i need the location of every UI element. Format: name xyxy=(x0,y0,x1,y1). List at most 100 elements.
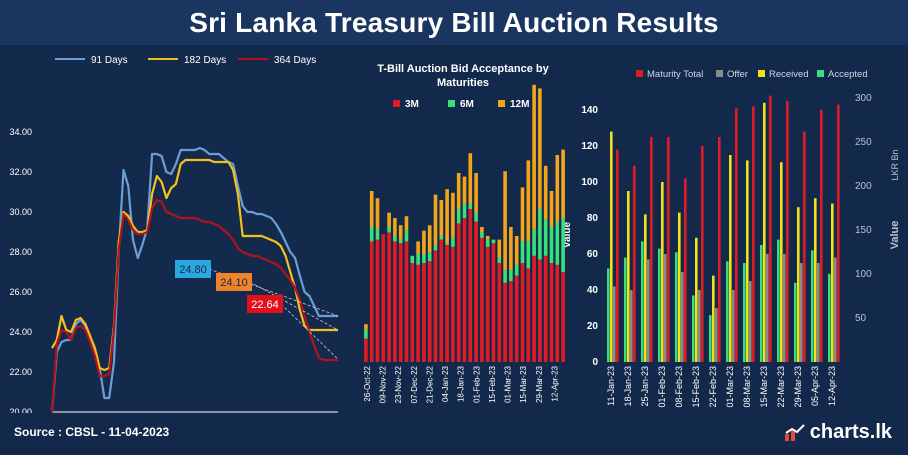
bar-12m xyxy=(422,230,426,254)
x-tick-label: 15-Feb-23 xyxy=(691,366,701,408)
bar-12m xyxy=(549,191,554,227)
bar-6m xyxy=(538,209,542,260)
bar-6m xyxy=(433,245,438,251)
bar-6m xyxy=(422,254,426,263)
y-tick-label: 40 xyxy=(587,285,599,296)
x-tick-label: 08-Mar-23 xyxy=(742,366,752,408)
bar-6m xyxy=(532,228,536,256)
bar-12m xyxy=(439,200,444,236)
bar-offer xyxy=(732,290,735,362)
bar-6m xyxy=(456,209,461,224)
bar-12m xyxy=(497,239,502,258)
annotation-label: 22.64 xyxy=(251,299,279,311)
bar-6m xyxy=(555,221,560,265)
bar-received xyxy=(712,275,715,362)
bar-received xyxy=(746,160,749,362)
bar-6m xyxy=(468,203,473,209)
bar-6m xyxy=(561,218,565,272)
y2-tick-label: 50 xyxy=(855,313,867,324)
bar-maturity-total xyxy=(786,101,789,362)
bar-6m xyxy=(520,241,525,263)
title-bar: Sri Lanka Treasury Bill Auction Results xyxy=(0,0,908,45)
bar-12m xyxy=(480,227,484,233)
bar-accepted xyxy=(794,282,797,362)
bar-6m xyxy=(497,257,502,263)
bar-accepted xyxy=(641,241,644,362)
x-tick-label: 01-Mar-23 xyxy=(725,366,735,408)
bar-6m xyxy=(398,239,403,244)
bar-6m xyxy=(462,203,467,218)
maturity-received-chart: Maturity Total Offer Received Accepted 0 20 40… xyxy=(576,45,908,413)
bar-received xyxy=(831,203,834,362)
bar-6m xyxy=(480,232,484,238)
legend-label: 12M xyxy=(510,99,529,110)
bar-12m xyxy=(474,173,478,213)
legend-swatch xyxy=(636,70,643,77)
bar-offer xyxy=(783,254,786,362)
bar-3m xyxy=(538,259,542,362)
y-tick-label: 0 xyxy=(592,357,598,368)
page-title: Sri Lanka Treasury Bill Auction Results xyxy=(189,6,719,38)
bar-12m xyxy=(369,191,374,227)
bar-3m xyxy=(555,264,560,362)
bar-received xyxy=(644,214,647,362)
bar-offer xyxy=(681,272,684,362)
y2-tick-label: 200 xyxy=(855,181,872,192)
y-tick-label: 80 xyxy=(587,213,599,224)
legend-label: 182 Days xyxy=(184,55,226,66)
bar-12m xyxy=(532,84,536,229)
brand-name: charts.lk xyxy=(809,421,892,443)
bar-12m xyxy=(555,155,560,222)
x-tick-label: 01-Mar-23 xyxy=(504,365,513,402)
annotation-leader xyxy=(280,303,339,360)
bar-accepted xyxy=(692,295,695,362)
bar-maturity-total xyxy=(667,137,670,362)
legend-swatch xyxy=(716,70,723,77)
bar-offer xyxy=(698,290,701,362)
bar-6m xyxy=(485,239,490,247)
y-tick-label: 60 xyxy=(587,249,599,260)
x-tick-label: 08-Feb-23 xyxy=(674,366,684,408)
line-chart-background xyxy=(0,45,350,413)
bar-3m xyxy=(526,268,531,362)
bar-12m xyxy=(561,149,565,218)
bar-accepted xyxy=(624,257,627,362)
bar-offer xyxy=(630,290,633,362)
bar-accepted xyxy=(777,239,780,362)
bar-received xyxy=(661,182,664,362)
source-note: Source : CBSL - 11-04-2023 xyxy=(14,425,170,439)
chart-logo-icon xyxy=(784,423,805,441)
bar-12m xyxy=(543,165,548,220)
bar-6m xyxy=(549,227,554,263)
bar-3m xyxy=(468,209,473,362)
bar-accepted xyxy=(607,268,610,362)
x-tick-label: 05-Apr-23 xyxy=(810,366,820,406)
x-tick-label: 29-Mar-23 xyxy=(535,365,544,402)
bar-accepted xyxy=(760,245,763,362)
x-tick-label: 09-Nov-22 xyxy=(379,365,388,403)
bar-received xyxy=(729,155,732,362)
bar-3m xyxy=(485,246,490,362)
bar-6m xyxy=(509,270,513,281)
bar-12m xyxy=(398,225,403,240)
annotation-box xyxy=(216,273,252,291)
bar-12m xyxy=(433,194,438,245)
bar-3m xyxy=(509,281,513,362)
yield-line-chart: 20.00 22.00 24.00 26.00 28.00 30.00 32.00 34.00… xyxy=(0,45,350,446)
bar-received xyxy=(814,198,817,362)
bar-6m xyxy=(491,239,496,244)
bar-accepted xyxy=(709,315,712,362)
bar-maturity-total xyxy=(837,104,840,362)
legend-label: Maturity Total xyxy=(647,69,703,80)
y-tick-label: 34.00 xyxy=(9,127,32,137)
x-tick-label: 22-Feb-23 xyxy=(708,366,718,408)
bar-3m xyxy=(491,243,496,362)
y2-tick-label: 100 xyxy=(855,269,872,280)
bar-3m xyxy=(503,282,507,362)
y-axis-label: Value xyxy=(562,222,573,249)
y-tick-label: 120 xyxy=(581,141,598,152)
bar-6m xyxy=(393,236,397,242)
bar-accepted xyxy=(675,252,678,362)
y-tick-label: 28.00 xyxy=(9,247,32,257)
bar-12m xyxy=(451,192,455,238)
